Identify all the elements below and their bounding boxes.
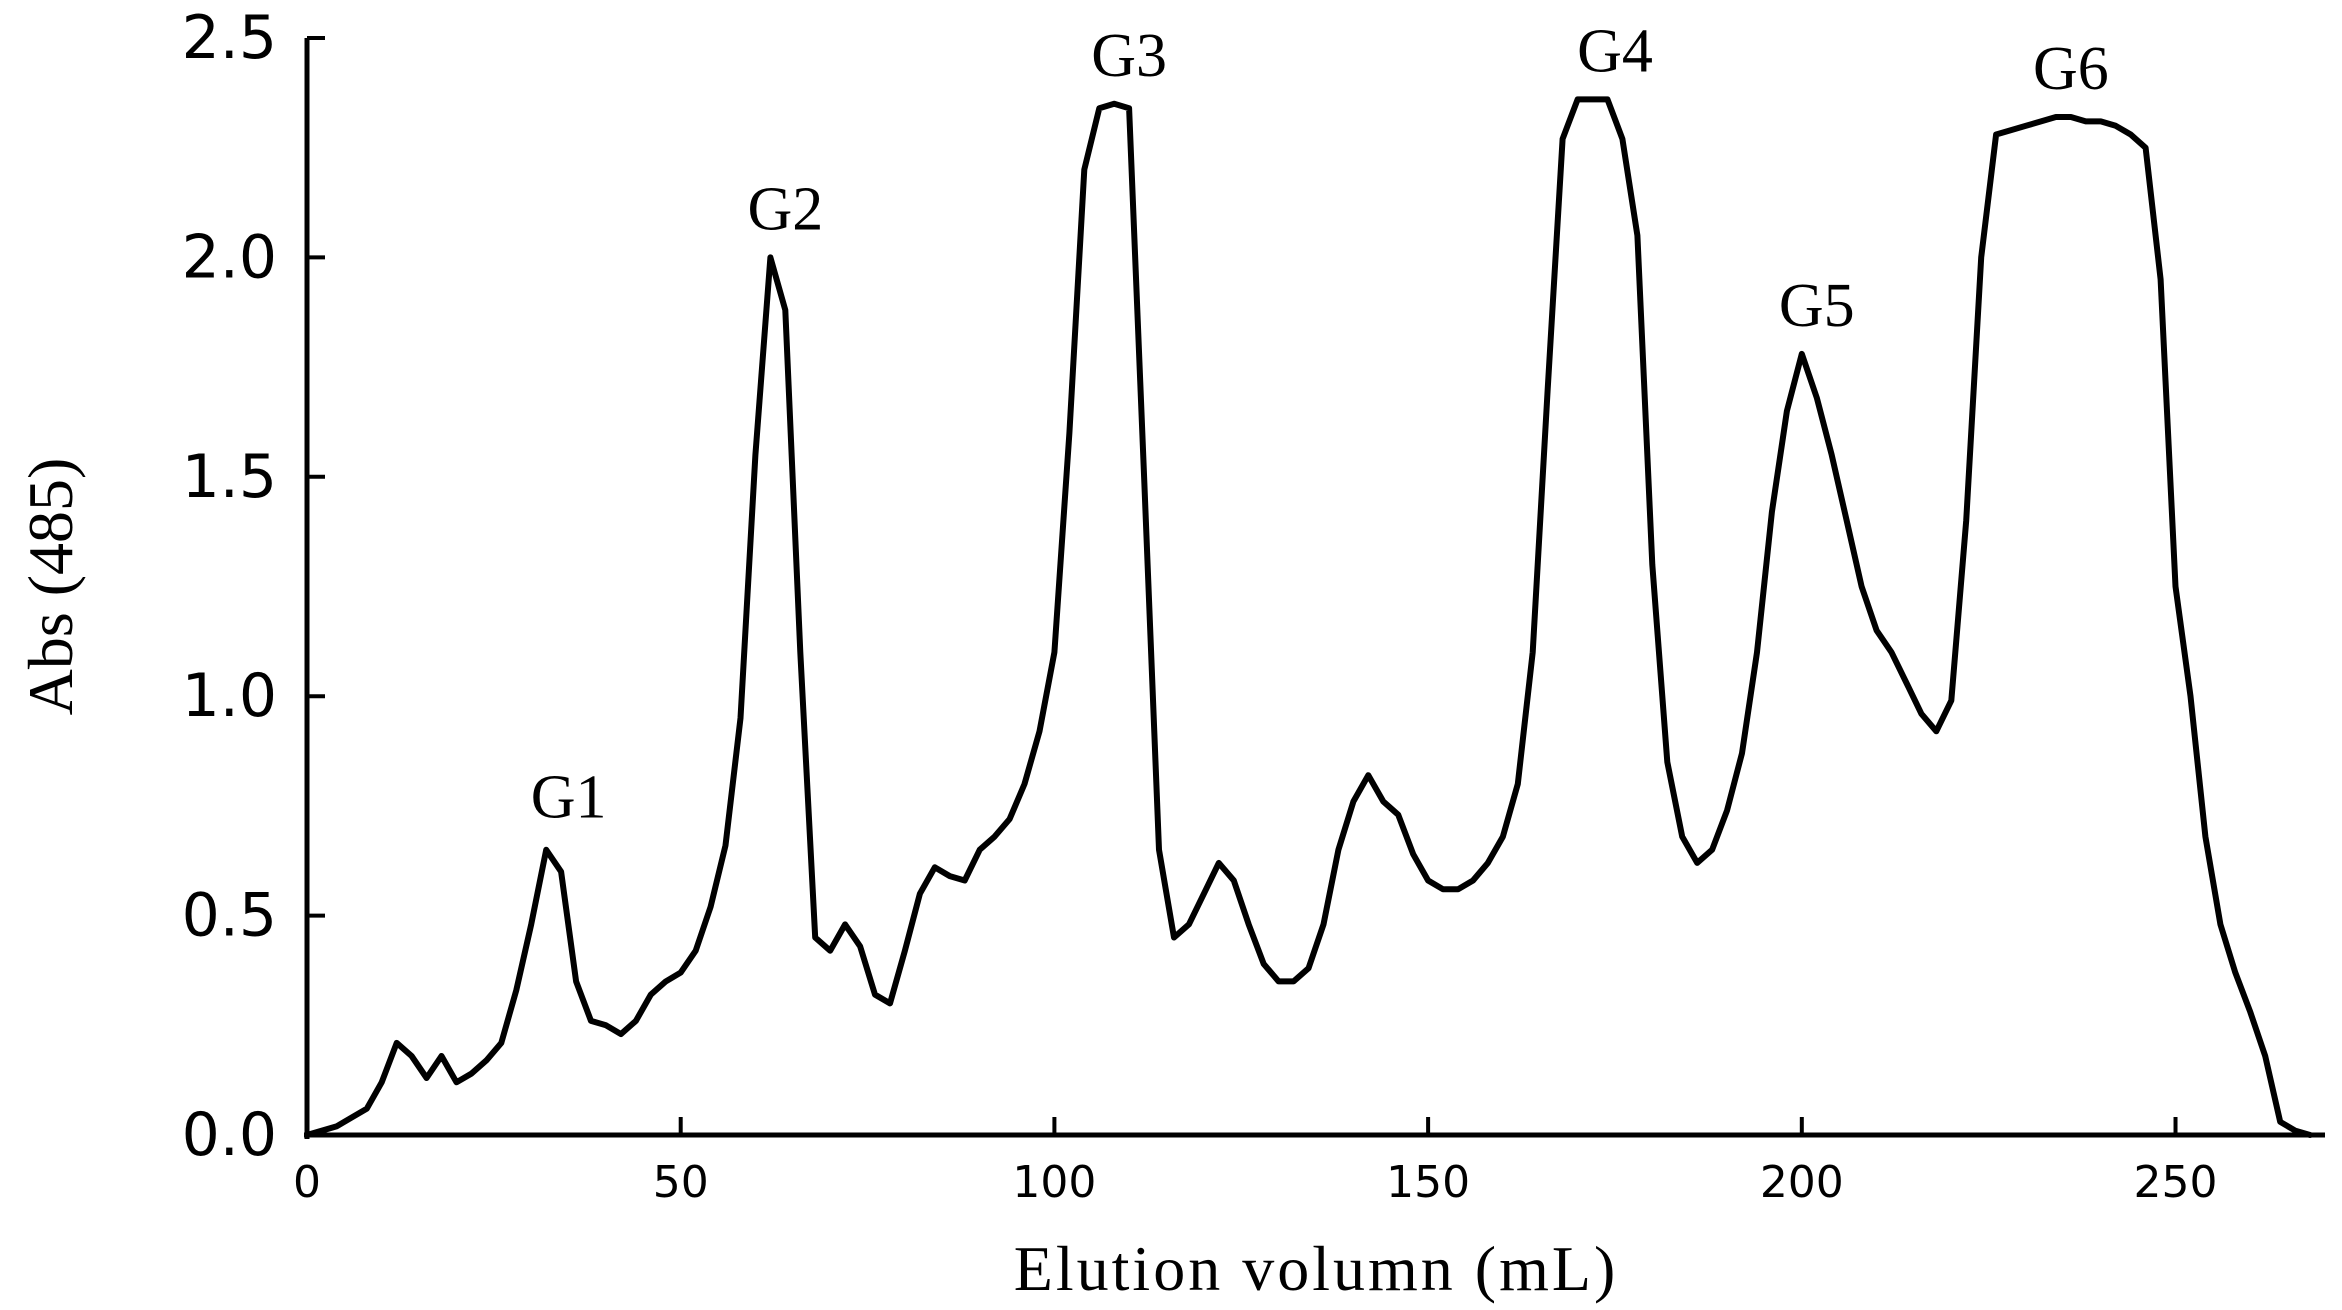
x-axis-title: Elution volumn (mL) [1014, 1233, 1619, 1304]
x-tick-label: 200 [1760, 1157, 1844, 1208]
x-tick-label: 50 [653, 1157, 709, 1208]
y-axis-title: Abs (485) [15, 458, 86, 716]
peak-label: G6 [2033, 35, 2109, 103]
y-tick-label: 0.0 [182, 1100, 277, 1170]
peak-label: G2 [747, 175, 823, 243]
y-tick-label: 2.0 [182, 222, 277, 292]
x-tick-label: 100 [1012, 1157, 1096, 1208]
y-tick-label: 1.0 [182, 661, 277, 731]
x-tick-label: 0 [293, 1157, 321, 1208]
x-tick-label: 150 [1386, 1157, 1470, 1208]
y-tick-label: 2.5 [182, 3, 277, 73]
peak-label: G3 [1091, 22, 1167, 90]
peak-labels: G1 G2 G3 G4 G5 G6 [531, 17, 2109, 831]
y-tick-label: 1.5 [182, 442, 277, 512]
peak-label: G5 [1779, 272, 1855, 340]
peak-label: G1 [531, 763, 607, 831]
axes: 0 50 100 150 200 250 0.0 0.5 1.0 1.5 2.0 2.5 [182, 3, 2325, 1208]
peak-label: G4 [1577, 17, 1653, 85]
series-line [304, 96, 2314, 1138]
x-tick-label: 250 [2134, 1157, 2218, 1208]
y-tick-label: 0.5 [182, 881, 277, 951]
